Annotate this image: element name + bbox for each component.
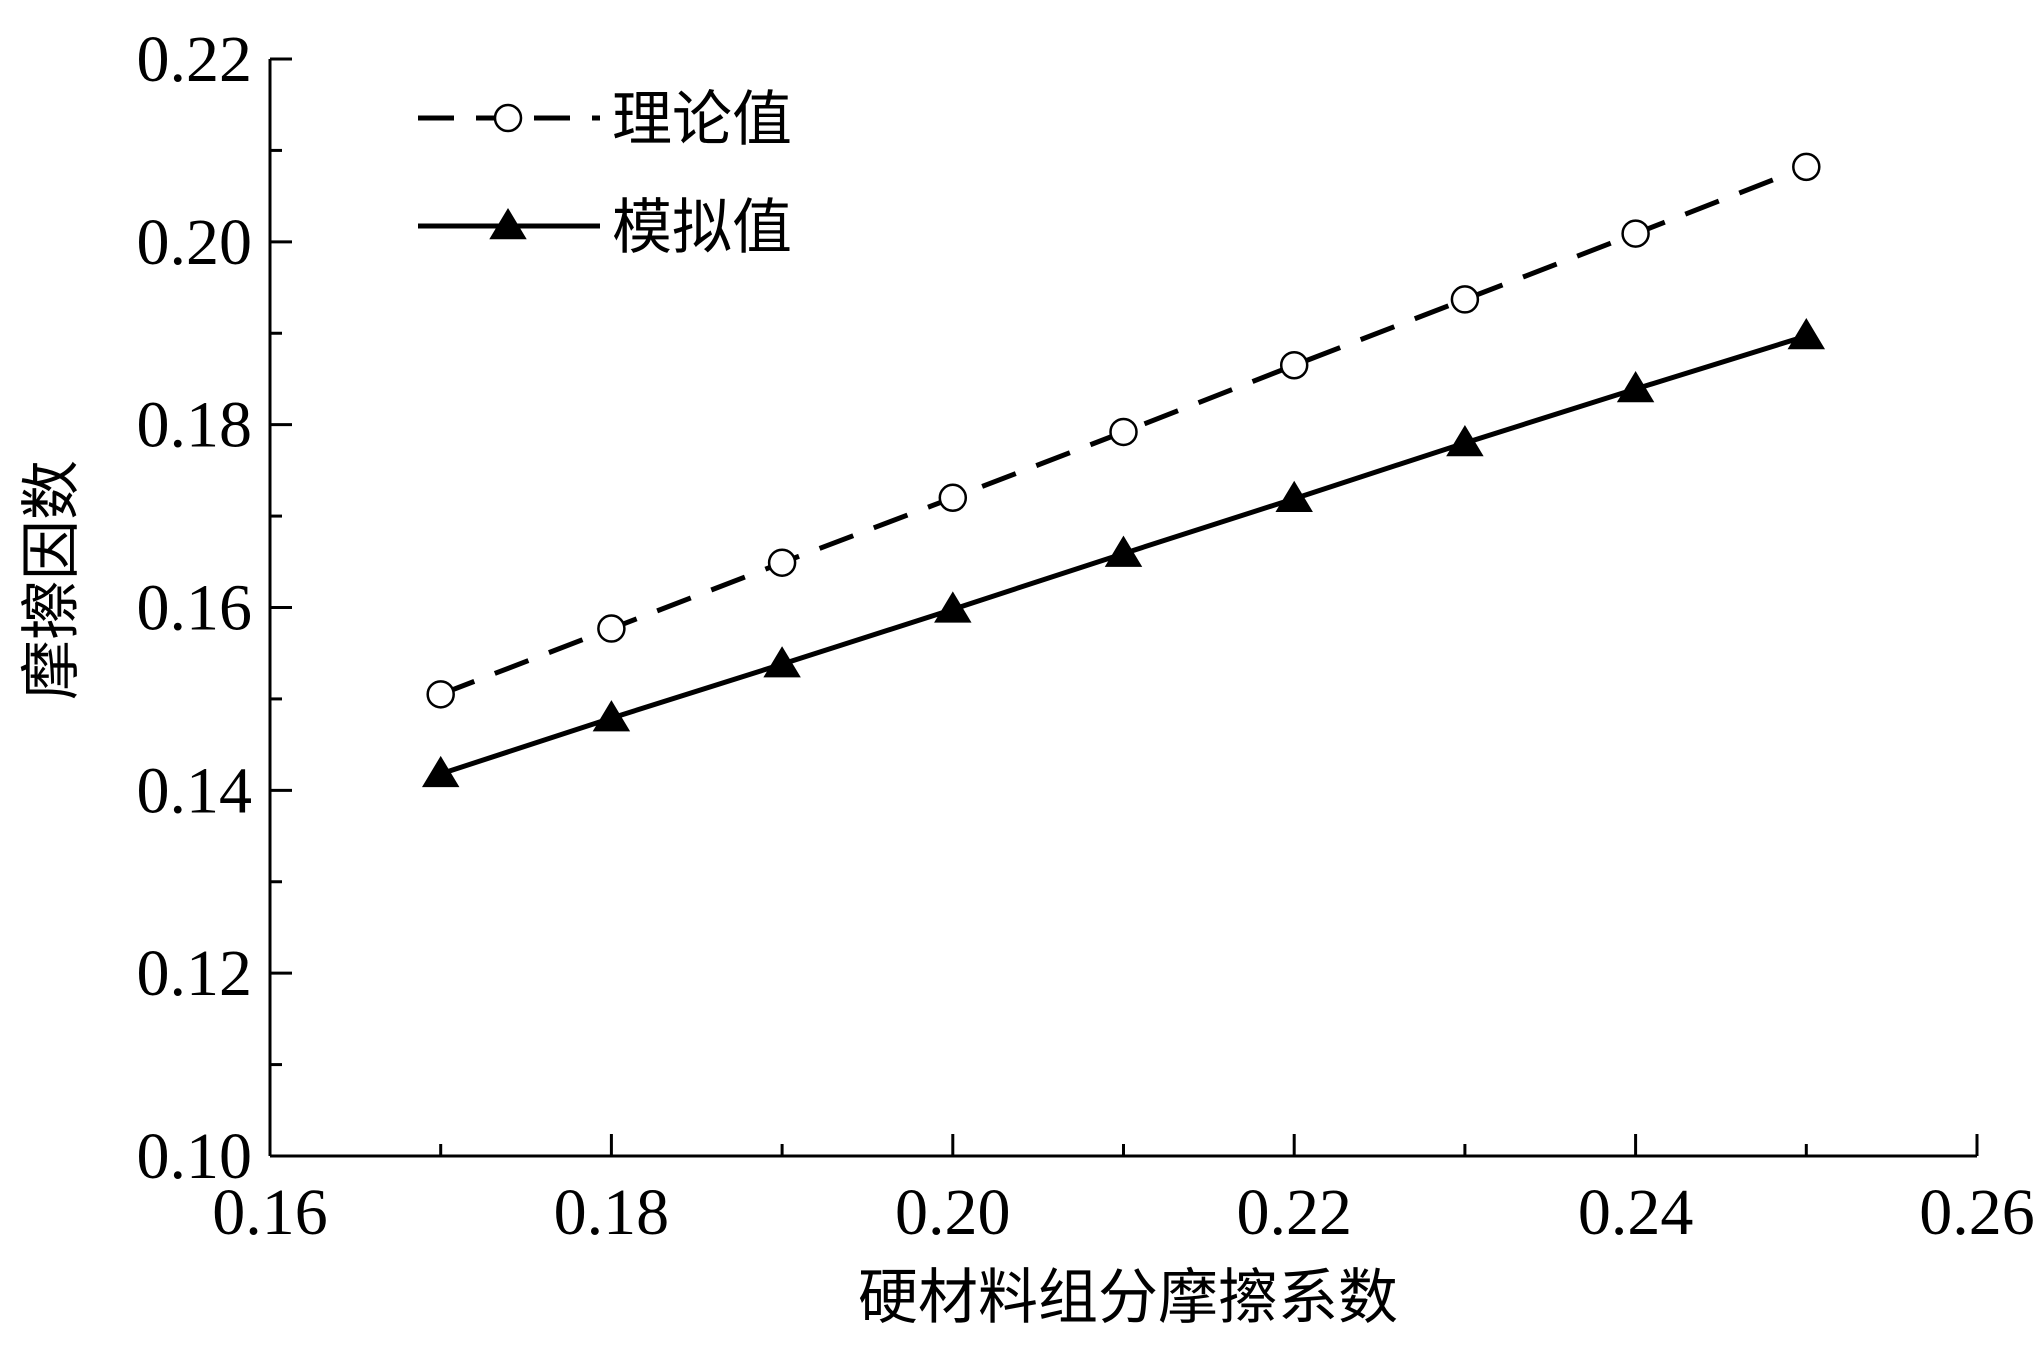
data-point: [934, 591, 972, 623]
legend-label: 理论值: [612, 85, 792, 155]
data-point: [938, 483, 968, 513]
y-tick-label: 0.16: [137, 572, 253, 645]
data-point: [1621, 219, 1650, 248]
x-axis-title: 硬材料组分摩擦系数: [858, 1263, 1398, 1333]
data-point: [421, 755, 460, 788]
x-tick-label: 0.24: [1578, 1176, 1694, 1249]
data-point: [1109, 417, 1138, 447]
x-tick-label: 0.16: [212, 1176, 328, 1249]
series-2: [421, 318, 1826, 788]
data-point: [1275, 480, 1313, 512]
legend-marker: [493, 103, 523, 133]
y-tick-label: 0.18: [137, 389, 253, 462]
y-tick-label: 0.14: [137, 754, 253, 827]
data-point: [597, 614, 626, 643]
data-point: [1446, 424, 1484, 457]
y-tick-label: 0.12: [137, 937, 253, 1010]
data-point: [1792, 152, 1821, 182]
data-point: [767, 548, 797, 577]
y-tick-label: 0.20: [137, 206, 253, 279]
data-point: [1787, 318, 1826, 350]
data-point: [1104, 535, 1143, 567]
legend-marker: [489, 208, 527, 240]
chart-series: [421, 152, 1826, 788]
chart-tick-labels: 0.10 0.12 0.14 0.16 0.18 0.20 0.22 0.16 0.18 0.20…: [137, 23, 2035, 1249]
chart-ticks: [268, 57, 1979, 1158]
legend-item-2: 模拟值: [418, 193, 792, 263]
x-tick-label: 0.22: [1236, 1176, 1352, 1249]
data-point: [1450, 285, 1480, 314]
series-1: [426, 152, 1821, 709]
x-tick-label: 0.20: [895, 1176, 1011, 1249]
y-axis-title: 摩擦因数: [17, 460, 87, 700]
y-tick-label: 0.10: [137, 1120, 253, 1193]
legend-item-1: 理论值: [418, 85, 792, 155]
data-point: [426, 680, 455, 709]
x-tick-label: 0.26: [1919, 1176, 2035, 1249]
data-point: [763, 646, 801, 678]
data-point: [1616, 371, 1655, 403]
legend-label: 模拟值: [612, 193, 792, 263]
y-tick-label: 0.22: [137, 23, 253, 96]
x-tick-label: 0.18: [554, 1176, 670, 1249]
data-point: [592, 700, 631, 732]
data-point: [1279, 350, 1309, 380]
